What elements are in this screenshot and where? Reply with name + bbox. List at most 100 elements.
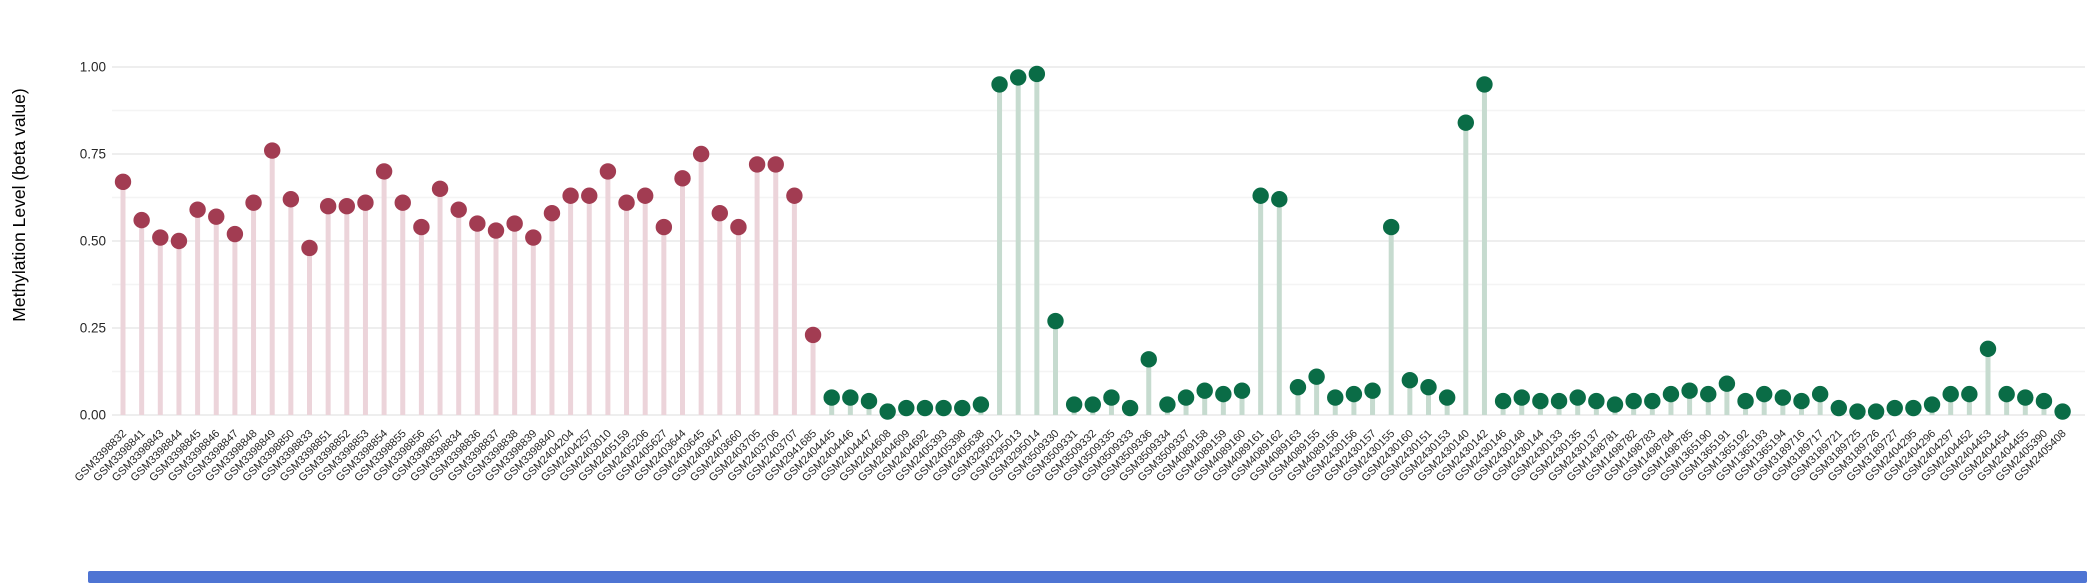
data-point [431,180,449,197]
data-point [1438,389,1456,406]
data-point [245,194,262,211]
data-point [1830,399,1848,417]
data-point [1028,65,1046,83]
data-point [1700,385,1717,403]
data-point [264,142,281,159]
y-tick-label: 1.00 [80,60,106,75]
data-point [1233,382,1251,399]
data-point [1327,389,1344,406]
data-point [1140,351,1157,368]
data-point [1886,399,1903,417]
data-point [1065,396,1083,413]
data-point [282,191,300,208]
data-point [1271,191,1288,208]
data-point [618,194,635,211]
data-point [1774,389,1792,406]
data-point [1961,385,1978,403]
data-point [1103,389,1120,406]
data-point [562,187,579,204]
y-tick-label: 0.50 [80,234,106,249]
data-point [357,194,374,211]
data-point [1457,114,1475,131]
data-point [1867,403,1885,420]
data-point [1569,389,1586,406]
data-point [711,204,728,222]
data-point [2054,403,2071,420]
data-point [2017,389,2034,406]
data-point [916,399,934,417]
data-point [786,187,803,204]
data-point [599,163,617,180]
data-point [487,222,505,239]
data-point [1644,392,1661,410]
data-point [1662,385,1680,403]
data-point [2035,392,2053,410]
data-point [1532,392,1549,410]
data-point [1476,76,1493,93]
data-point [1401,372,1419,389]
data-point [1793,392,1810,410]
data-point [804,326,822,344]
data-point [581,187,598,204]
data-point [1737,392,1754,410]
data-point [954,399,971,417]
data-point [394,194,411,211]
data-point [637,187,654,204]
data-point [879,403,896,420]
data-point [543,204,561,222]
y-axis-title: Methylation Level (beta value) [9,88,29,321]
data-point [1513,389,1530,406]
data-point [413,218,430,236]
data-point [1215,385,1232,403]
data-point [1923,396,1941,413]
y-tick-label: 0.00 [80,408,106,423]
data-point [189,201,206,218]
data-point [1718,375,1736,392]
data-point [1420,378,1437,396]
data-point [1998,385,2015,403]
data-point [525,229,542,246]
data-point [935,399,952,417]
data-point [469,215,486,232]
data-point [226,225,244,243]
data-point [1196,382,1213,399]
data-point [114,173,132,191]
data-point [748,156,766,173]
data-point [1084,396,1102,413]
data-point [208,208,225,225]
y-tick-label: 0.25 [80,321,106,336]
data-point [319,198,337,215]
data-point [1121,399,1139,417]
y-tick-label: 0.75 [80,147,106,162]
data-point [338,198,355,215]
data-point [1010,69,1027,86]
data-point [1811,385,1829,403]
data-point [1606,396,1624,413]
data-point [1942,385,1959,403]
data-point [1047,312,1064,330]
data-point [1289,378,1307,396]
data-point [767,156,784,173]
data-point [1345,385,1363,403]
data-point [692,145,710,163]
data-point [1550,392,1568,410]
data-point [860,392,878,410]
data-point [655,218,673,236]
data-point [823,389,840,406]
data-point [674,170,691,187]
data-point [898,399,915,417]
data-point [1177,389,1195,406]
data-point [1681,382,1698,399]
data-point [1905,399,1922,417]
data-point [1364,382,1381,399]
data-point [450,201,467,218]
data-point [375,163,393,180]
data-point [506,215,523,232]
data-point [1979,340,1997,358]
data-point [842,389,859,406]
data-point [1252,187,1269,204]
data-point [1383,218,1400,236]
data-point [1625,392,1642,410]
